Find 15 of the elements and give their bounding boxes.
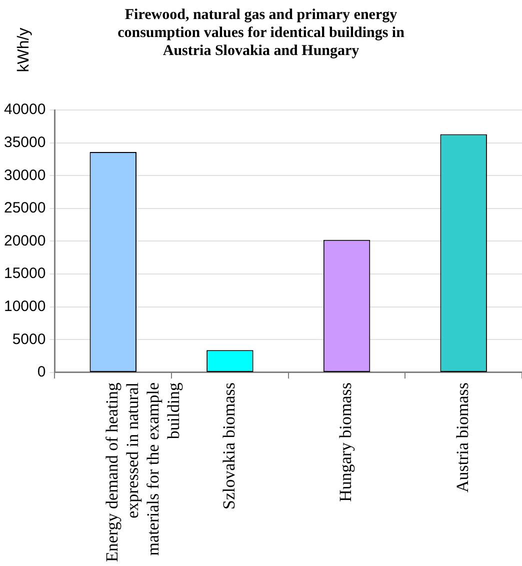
y-tick-label: 20000 (4, 232, 46, 250)
x-tick-label: Hungary biomass (336, 382, 356, 502)
x-tick-label: Szlovakia biomass (219, 382, 238, 510)
y-tick-label: 35000 (4, 134, 46, 151)
chart-title: Firewood, natural gas and primary energy consumption values for identical buildings in Austria Slovakia and Hungary (118, 6, 406, 59)
x-tick-label: Energy demand of heating expressed in natural materials for the example building (102, 382, 183, 562)
y-tick-label: 25000 (4, 200, 46, 217)
y-tick-label: 10000 (4, 298, 46, 315)
x-tick-label: Austria biomass (453, 382, 472, 492)
y-tick-label: 15000 (4, 265, 46, 282)
y-tick-label: 30000 (4, 166, 46, 184)
y-tick-label: 40000 (4, 101, 46, 118)
y-tick-label: 0 (37, 364, 46, 381)
y-axis-title: kWh/y (15, 28, 32, 72)
y-tick-label: 5000 (12, 330, 46, 348)
